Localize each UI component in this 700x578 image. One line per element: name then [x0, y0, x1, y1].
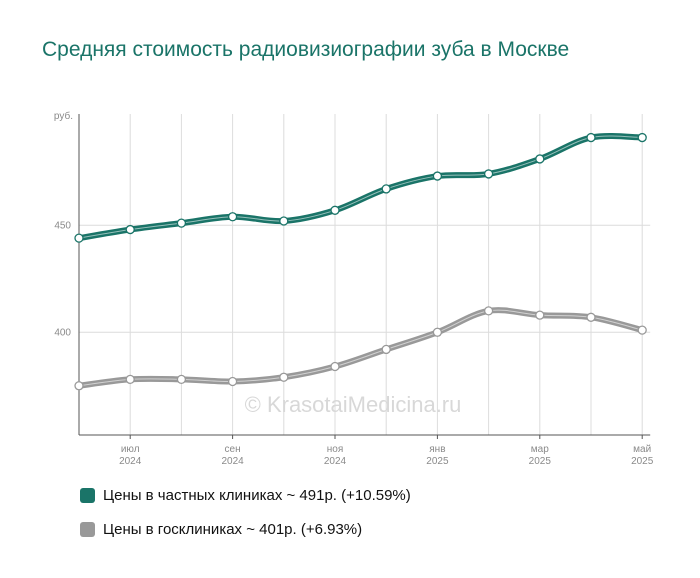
x-tick-label: мар	[531, 444, 549, 455]
x-tick-year: 2025	[631, 456, 654, 467]
data-point[interactable]	[176, 374, 187, 385]
x-tick-label: сен	[225, 444, 241, 455]
data-point[interactable]	[535, 154, 545, 164]
x-tick-label: июл	[121, 444, 140, 455]
data-point[interactable]	[586, 312, 596, 322]
x-tick-year: 2025	[426, 456, 449, 467]
legend: Цены в частных клиниках ~ 491р. (+10.59%…	[80, 485, 411, 553]
legend-swatch-public	[80, 521, 95, 537]
legend-label-public: Цены в госклиниках ~ 401р. (+6.93%)	[103, 520, 363, 538]
data-point[interactable]	[227, 212, 238, 222]
data-point[interactable]	[227, 376, 238, 387]
legend-label-private: Цены в частных клиниках ~ 491р. (+10.59%…	[103, 486, 411, 504]
legend-swatch-private	[80, 487, 95, 503]
data-point[interactable]	[432, 171, 443, 181]
data-point[interactable]	[125, 374, 135, 385]
series-line-highlight-1	[78, 309, 643, 387]
y-axis-unit: руб.	[54, 110, 73, 122]
data-point[interactable]	[330, 205, 340, 215]
data-point[interactable]	[381, 344, 391, 355]
x-tick-label: май	[633, 444, 651, 455]
data-point[interactable]	[535, 310, 545, 320]
data-point[interactable]	[637, 132, 647, 143]
chart-title: Средняя стоимость радиовизиографии зуба …	[42, 38, 570, 61]
data-point[interactable]	[176, 218, 187, 228]
data-point[interactable]	[74, 381, 84, 391]
data-point[interactable]	[432, 327, 443, 337]
x-tick-year: 2024	[119, 456, 142, 467]
legend-item-public[interactable]: Цены в госклиниках ~ 401р. (+6.93%)	[80, 519, 411, 539]
x-tick-label: янв	[429, 444, 445, 455]
legend-item-private[interactable]: Цены в частных клиниках ~ 491р. (+10.59%…	[80, 485, 411, 505]
x-tick-year: 2025	[529, 456, 552, 467]
data-point[interactable]	[637, 325, 647, 335]
x-tick-year: 2024	[324, 456, 347, 467]
data-point[interactable]	[483, 169, 494, 179]
x-tick-label: ноя	[327, 444, 344, 455]
data-point[interactable]	[586, 132, 596, 143]
series-layer	[74, 132, 647, 391]
data-point[interactable]	[279, 216, 289, 226]
data-point[interactable]	[125, 224, 135, 235]
data-point[interactable]	[483, 306, 494, 316]
data-point[interactable]	[279, 372, 289, 382]
y-tick-label: 400	[54, 327, 71, 338]
grid	[79, 114, 651, 435]
data-point[interactable]	[74, 233, 84, 243]
data-point[interactable]	[330, 361, 340, 372]
y-tick-label: 450	[54, 220, 71, 231]
data-point[interactable]	[381, 184, 391, 194]
axes: 450400руб.июл2024сен2024ноя2024янв2025ма…	[54, 110, 654, 467]
watermark: © KrasotaiMedicina.ru	[245, 392, 462, 417]
x-tick-year: 2024	[221, 456, 244, 467]
series-line-1	[76, 307, 646, 389]
